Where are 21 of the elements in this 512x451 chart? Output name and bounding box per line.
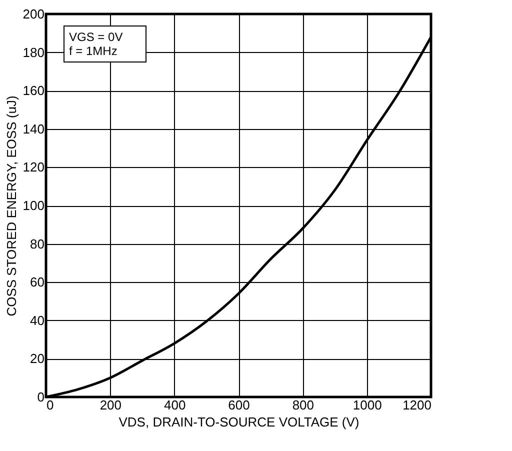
y-tick-label: 80 — [30, 236, 44, 252]
y-tick-label: 100 — [22, 198, 44, 213]
x-tick-label: 200 — [100, 398, 122, 412]
x-tick-label: 800 — [292, 398, 314, 412]
x-tick-label: 600 — [228, 398, 250, 412]
y-tick-label: 180 — [22, 44, 44, 60]
annotation: VGS = 0V — [69, 30, 123, 44]
y-tick-label: 60 — [30, 274, 44, 290]
y-tick-label: 40 — [30, 312, 44, 328]
x-tick-label: 400 — [164, 398, 186, 412]
annotation: f = 1MHz — [69, 44, 118, 58]
x-tick-label: 0 — [46, 398, 54, 412]
y-tick-label: 140 — [22, 121, 44, 136]
x-tick-label: 1000 — [352, 398, 382, 412]
y-tick-label: 120 — [22, 160, 44, 175]
x-axis-title: VDS, DRAIN-TO-SOURCE VOLTAGE (V) — [118, 414, 360, 430]
y-tick-label: 200 — [22, 6, 44, 22]
y-axis-title: COSS STORED ENERGY, EOSS (uJ) — [4, 96, 19, 316]
x-tick-label: 1200 — [402, 398, 432, 412]
y-tick-label: 160 — [22, 83, 44, 98]
y-tick-label: 20 — [30, 351, 44, 366]
